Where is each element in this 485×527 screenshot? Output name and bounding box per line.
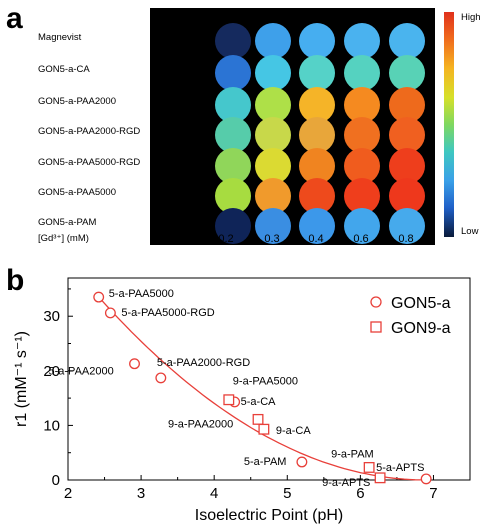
sample-label: GON5-a-PAA2000 (38, 96, 116, 107)
phantom-well (215, 23, 251, 59)
point-label: 9-a-CA (276, 425, 312, 437)
concentration-tick-label: 0.3 (264, 233, 280, 245)
data-point-circle (104, 307, 116, 319)
point-label: 5-a-APTS (376, 462, 424, 474)
phantom-well (215, 208, 251, 244)
x-tick-label: 7 (429, 485, 437, 502)
mri-phantom-image (150, 8, 435, 245)
colorbar-low-label: Low (461, 226, 479, 237)
x-tick-label: 2 (64, 485, 72, 502)
point-label: 5-a-PAA2000 (49, 366, 114, 378)
sample-label: GON5-a-PAA5000 (38, 187, 116, 198)
x-tick-label: 6 (356, 485, 364, 502)
legend-label: GON5-a (391, 295, 451, 312)
phantom-well (255, 23, 291, 59)
x-tick-label: 5 (283, 485, 291, 502)
phantom-well (344, 55, 380, 91)
point-label: 5-a-PAA5000 (109, 288, 174, 300)
legend-marker-square (370, 321, 382, 333)
sample-label: Magnevist (38, 32, 82, 43)
phantom-well (299, 23, 335, 59)
point-label: 9-a-PAA2000 (168, 418, 233, 430)
relaxivity-scatter-chart: 2 3 4 5 6 7 0 10 20 30 Isoelectric Point (pH) r1 (m… (13, 277, 471, 524)
y-tick-label: 0 (52, 472, 60, 489)
x-axis-label: Isoelectric Point (pH) (195, 507, 344, 524)
y-tick-label: 20 (43, 363, 60, 380)
y-tick-label: 30 (43, 308, 60, 325)
phantom-well (215, 55, 251, 91)
sample-label: GON5-a-CA (38, 64, 90, 75)
intensity-colorbar (444, 12, 454, 237)
data-point-circle (129, 358, 140, 370)
data-point-square (258, 423, 270, 435)
phantom-well (344, 117, 380, 153)
x-tick-label: 3 (137, 485, 145, 502)
point-label: 5-a-PAA2000-RGD (157, 357, 250, 369)
panel-b-label: b (6, 264, 25, 297)
y-tick-label: 10 (43, 417, 60, 434)
data-point-square (363, 461, 375, 473)
x-tick-label: 4 (210, 485, 218, 502)
phantom-well (389, 23, 425, 59)
point-label: 5-a-CA (241, 396, 277, 408)
phantom-well (389, 117, 425, 153)
y-axis-label: r1 (mM⁻¹ s⁻¹) (13, 331, 30, 427)
point-label: 9-a-APTS (322, 477, 370, 489)
phantom-well (344, 23, 380, 59)
concentration-tick-label: 0.4 (308, 233, 324, 245)
data-point-circle (296, 456, 308, 468)
phantom-well (255, 117, 291, 153)
phantom-well (344, 208, 380, 244)
phantom-well (389, 208, 425, 244)
point-label: 5-a-PAM (244, 456, 287, 468)
concentration-tick-label: 0.8 (398, 233, 414, 245)
phantom-well (215, 117, 251, 153)
colorbar-high-label: High (461, 12, 481, 23)
phantom-well (255, 55, 291, 91)
concentration-tick-label: 0.2 (218, 233, 234, 245)
legend-marker-circle (370, 296, 382, 308)
point-label: 5-a-PAA5000-RGD (121, 307, 214, 319)
phantom-well (255, 208, 291, 244)
point-label: 9-a-PAA5000 (233, 376, 298, 388)
data-point-square (252, 413, 264, 425)
plot-frame (67, 277, 471, 481)
point-label: 9-a-PAM (331, 448, 374, 460)
panel-a-label: a (6, 2, 23, 35)
sample-label: GON5-a-PAA2000-RGD (38, 126, 141, 137)
data-point-circle (93, 291, 105, 303)
sample-label: GON5-a-PAM (38, 217, 97, 228)
concentration-tick-label: 0.6 (353, 233, 369, 245)
sample-label: GON5-a-PAA5000-RGD (38, 157, 141, 168)
phantom-well (299, 117, 335, 153)
data-point-circle (420, 473, 432, 485)
concentration-tick-label: 0 (176, 233, 184, 245)
phantom-well (299, 55, 335, 91)
concentration-unit-label: [Gd³⁺] (mM) (38, 233, 89, 244)
data-point-circle (155, 372, 167, 384)
phantom-well (389, 55, 425, 91)
data-point-square (223, 394, 235, 406)
data-point-square (374, 472, 386, 484)
phantom-well (299, 208, 335, 244)
legend-label: GON9-a (391, 320, 451, 337)
